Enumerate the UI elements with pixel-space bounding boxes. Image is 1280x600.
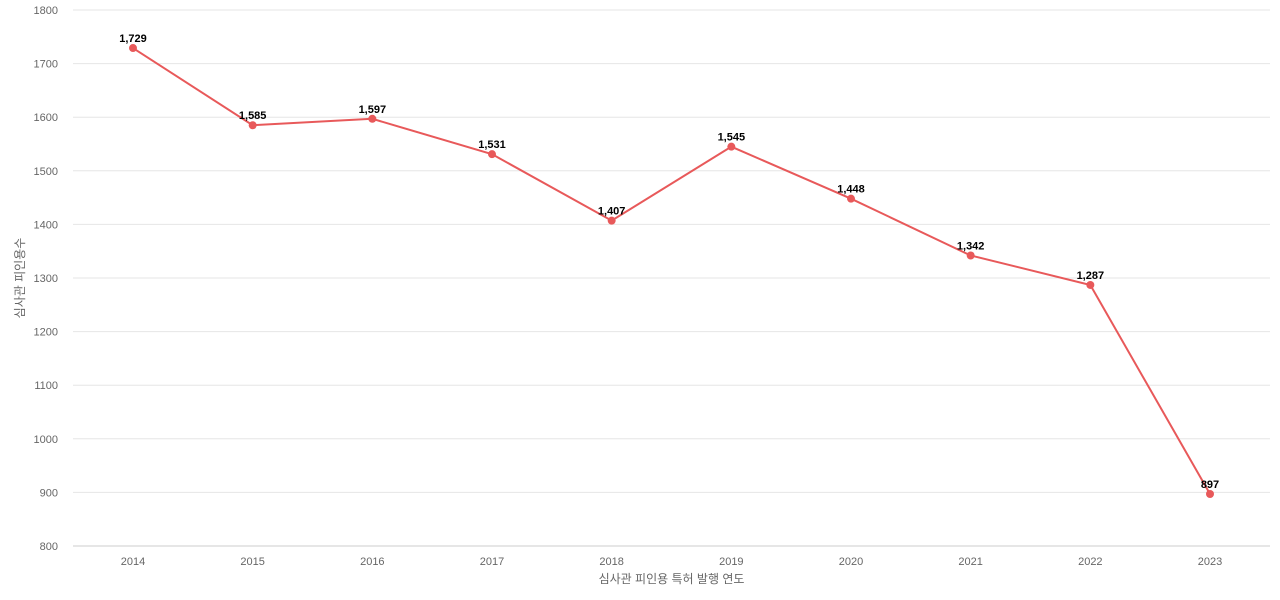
y-tick-label: 1000 — [34, 434, 58, 446]
data-point — [129, 44, 137, 53]
y-tick-label: 1300 — [34, 273, 58, 285]
y-tick-label: 800 — [40, 541, 58, 553]
y-axis-ticks: 800 900 1000 1100 1200 1300 1400 1500 1600 1700 18… — [34, 5, 58, 553]
x-tick-label: 2021 — [958, 556, 982, 568]
data-point — [368, 114, 377, 123]
x-tick-label: 2023 — [1198, 556, 1222, 568]
data-point — [847, 194, 855, 203]
y-axis-title: 심사관 피인용수 — [13, 238, 27, 319]
gridlines — [73, 9, 1270, 547]
y-tick-label: 1200 — [34, 327, 58, 339]
x-tick-label: 2016 — [360, 556, 384, 568]
y-tick-label: 1700 — [34, 59, 58, 71]
data-point — [607, 216, 616, 225]
x-tick-label: 2014 — [121, 556, 145, 568]
data-label: 1,597 — [359, 104, 387, 116]
data-label: 1,448 — [837, 184, 865, 196]
data-label: 897 — [1201, 479, 1219, 491]
data-label: 1,585 — [239, 110, 267, 122]
y-tick-label: 1600 — [34, 112, 58, 124]
x-axis-title: 심사관 피인용 특허 발행 연도 — [599, 571, 745, 586]
y-tick-label: 1500 — [34, 166, 58, 178]
y-tick-label: 1400 — [34, 219, 58, 231]
y-tick-label: 900 — [40, 487, 58, 499]
x-tick-label: 2017 — [480, 556, 504, 568]
data-label: 1,342 — [957, 240, 985, 252]
data-label: 1,531 — [478, 139, 506, 151]
data-labels: 1,729 1,585 1,597 1,531 1,407 1,545 1,448 1,342… — [119, 33, 1219, 491]
data-label: 1,287 — [1077, 270, 1105, 282]
x-tick-label: 2019 — [719, 556, 743, 568]
data-point — [966, 251, 975, 260]
series-line — [132, 47, 1211, 495]
x-axis-ticks: 2014 2015 2016 2017 2018 2019 2020 2021 2022 2023 — [121, 556, 1222, 568]
data-point — [488, 150, 496, 159]
x-tick-label: 2020 — [839, 556, 863, 568]
data-label: 1,729 — [119, 33, 147, 45]
data-point — [727, 142, 736, 151]
data-point — [248, 121, 257, 130]
data-label: 1,407 — [598, 206, 626, 218]
series-layer — [129, 44, 1214, 499]
data-point — [1086, 280, 1095, 289]
x-tick-label: 2018 — [599, 556, 623, 568]
y-tick-label: 1100 — [34, 380, 58, 392]
x-tick-label: 2015 — [240, 556, 264, 568]
y-tick-label: 1800 — [34, 5, 58, 17]
x-tick-label: 2022 — [1078, 556, 1102, 568]
data-point — [1206, 490, 1214, 499]
data-label: 1,545 — [718, 132, 746, 144]
